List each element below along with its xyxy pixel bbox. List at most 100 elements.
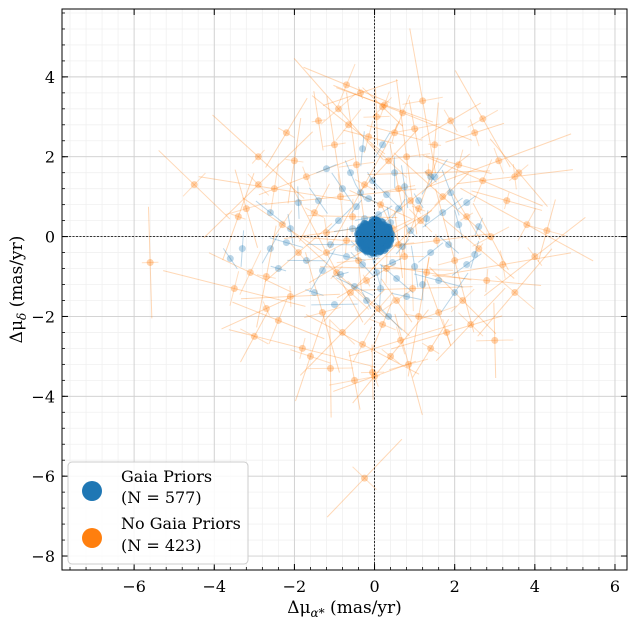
point-nogaia: [230, 285, 238, 293]
errorbar-gaia: [336, 277, 373, 296]
errorbar-nogaia: [375, 88, 379, 146]
errorbar-nogaia: [198, 176, 351, 202]
errorbar-nogaia-minor: [450, 288, 475, 313]
point-gaia: [407, 227, 415, 235]
errorbar-nogaia: [294, 311, 326, 402]
y-tick-label: −8: [31, 547, 55, 566]
errorbar-nogaia-minor: [239, 250, 262, 295]
errorbar-nogaia-minor: [467, 109, 499, 128]
point-nogaia: [423, 269, 431, 277]
point-nogaia: [355, 257, 363, 265]
point-nogaia: [345, 121, 353, 129]
reference-lines: [62, 9, 627, 570]
point-gaia: [343, 253, 351, 261]
y-tick-label: −6: [31, 467, 55, 486]
point-nogaia: [363, 277, 371, 285]
errorbar-nogaia: [430, 102, 439, 187]
errorbar-gaia: [316, 164, 337, 174]
errorbar-nogaia-minor: [247, 173, 270, 196]
error-bars: [141, 28, 594, 518]
point-nogaia: [475, 245, 483, 253]
errorbar-nogaia-minor: [389, 358, 429, 371]
point-nogaia: [250, 332, 258, 340]
errorbar-nogaia: [264, 223, 333, 282]
errorbar-nogaia: [391, 315, 503, 350]
point-gaia: [377, 285, 385, 293]
errorbar-gaia: [424, 170, 437, 183]
errorbar-gaia: [424, 210, 429, 227]
errorbar-gaia: [410, 245, 419, 288]
point-nogaia: [254, 153, 262, 161]
point-nogaia: [407, 197, 415, 205]
y-tick-label: −2: [31, 307, 55, 326]
errorbar-gaia: [457, 195, 476, 210]
point-gaia: [415, 197, 423, 205]
errorbar-nogaia: [445, 122, 505, 143]
point-nogaia: [415, 312, 423, 320]
errorbar-nogaia: [299, 289, 386, 376]
errorbar-nogaia-minor: [307, 367, 354, 370]
errorbar-nogaia-minor: [304, 306, 341, 319]
errorbar-nogaia-minor: [337, 173, 344, 220]
errorbar-nogaia-minor: [442, 318, 452, 346]
point-nogaia: [286, 292, 294, 300]
point-gaia: [286, 225, 294, 233]
point-nogaia: [387, 352, 395, 360]
errorbar-nogaia: [420, 102, 481, 139]
point-gaia: [447, 189, 455, 197]
errorbar-nogaia: [537, 199, 556, 262]
point-nogaia: [395, 241, 403, 249]
point-gaia: [266, 245, 274, 253]
errorbar-nogaia: [348, 350, 361, 410]
errorbar-nogaia: [407, 256, 430, 377]
errorbar-nogaia: [454, 70, 511, 168]
x-axis-label-unit: (mas/yr): [325, 598, 402, 618]
point-gaia: [427, 249, 435, 257]
errorbar-nogaia: [305, 314, 420, 375]
errorbar-nogaia-minor: [391, 123, 398, 143]
point-gaia: [463, 261, 471, 269]
errorbar-nogaia: [311, 95, 386, 155]
errorbar-nogaia-minor: [370, 143, 407, 178]
errorbar-nogaia-minor: [385, 253, 388, 284]
errorbar-nogaia-minor: [381, 348, 400, 364]
point-nogaia: [447, 117, 455, 125]
errorbar-nogaia: [319, 266, 454, 271]
errorbar-nogaia: [163, 270, 306, 307]
errorbar-nogaia-minor: [330, 265, 343, 280]
errorbar-nogaia-minor: [229, 271, 240, 306]
errorbar-nogaia-minor: [527, 247, 543, 266]
point-gaia: [238, 245, 246, 253]
errorbar-nogaia: [258, 158, 355, 196]
x-tick-label: 6: [610, 577, 620, 596]
point-nogaia: [435, 308, 443, 316]
errorbar-nogaia: [232, 301, 325, 340]
point-nogaia: [543, 227, 551, 235]
point-nogaia: [415, 205, 423, 213]
point-gaia-core: [383, 240, 392, 249]
point-nogaia: [483, 277, 491, 285]
point-gaia: [338, 185, 346, 193]
point-gaia: [365, 195, 373, 203]
errorbar-nogaia-minor: [306, 241, 347, 264]
point-nogaia: [379, 320, 387, 328]
point-nogaia: [377, 201, 385, 209]
errorbar-nogaia: [425, 155, 492, 175]
errorbar-nogaia: [422, 154, 543, 207]
errorbar-nogaia-minor: [290, 349, 331, 364]
errorbar-nogaia-minor: [262, 301, 271, 316]
errorbar-gaia: [391, 292, 422, 301]
point-nogaia: [397, 336, 405, 344]
errorbar-gaia: [270, 265, 287, 272]
errorbar-nogaia: [212, 114, 305, 199]
point-gaia: [471, 251, 479, 259]
point-nogaia: [405, 360, 413, 368]
errorbar-gaia: [421, 158, 448, 195]
point-nogaia: [403, 153, 411, 161]
point-gaia: [322, 165, 330, 173]
errorbar-nogaia: [326, 438, 403, 518]
errorbar-nogaia: [371, 344, 374, 401]
errorbar-nogaia-minor: [473, 159, 493, 203]
point-gaia: [294, 199, 302, 207]
point-nogaia: [511, 288, 519, 296]
